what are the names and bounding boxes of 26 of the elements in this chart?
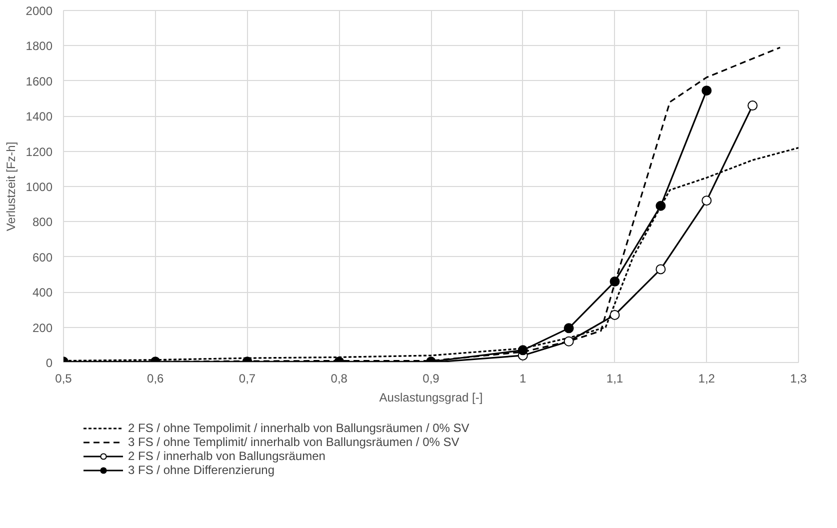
x-tick-label: 0,9 (422, 372, 440, 386)
x-tick-label: 1 (520, 372, 527, 386)
legend-label: 3 FS / ohne Differenzierung (128, 463, 275, 477)
x-tick-label: 1,3 (790, 372, 808, 386)
legend-label: 2 FS / innerhalb von Ballungsräumen (128, 449, 326, 463)
y-tick-label: 1400 (26, 110, 53, 124)
y-tick-label: 1000 (26, 180, 53, 194)
x-tick-label: 1,1 (606, 372, 624, 386)
legend-label: 2 FS / ohne Tempolimit / innerhalb von Ballungsräumen / 0% SV (128, 421, 470, 435)
x-tick-label: 0,5 (55, 372, 72, 386)
y-tick-label: 1600 (26, 74, 53, 88)
y-tick-label: 200 (32, 320, 53, 335)
x-axis-title: Auslastungsgrad [-] (379, 390, 483, 404)
x-tick-label: 1,2 (698, 372, 716, 386)
y-axis-title: Verlustzeit [Fz-h] (4, 142, 18, 232)
y-tick-label: 0 (46, 356, 53, 370)
y-tick-label: 600 (32, 250, 53, 264)
x-tick-label: 0,6 (147, 372, 164, 386)
y-tick-label: 1800 (26, 39, 53, 54)
y-tick-label: 800 (32, 215, 53, 230)
y-tick-label: 400 (32, 286, 53, 300)
x-tick-label: 0,8 (330, 372, 348, 386)
x-tick-label: 0,7 (238, 372, 256, 386)
y-tick-label: 1200 (26, 144, 53, 159)
legend-label: 3 FS / ohne Templimit/ innerhalb von Ballungsräumen / 0% SV (128, 435, 460, 449)
y-tick-label: 2000 (26, 4, 53, 18)
